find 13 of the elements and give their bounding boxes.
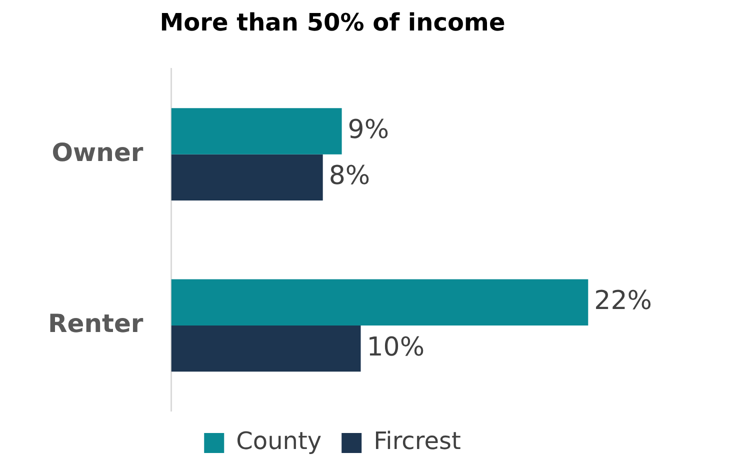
data-label: 22%	[594, 286, 652, 316]
data-label: 9%	[348, 115, 390, 145]
bar	[171, 325, 361, 372]
data-label: 10%	[366, 332, 425, 362]
bar	[171, 154, 323, 201]
bar	[171, 108, 342, 154]
y-tick-label: Owner	[52, 138, 144, 167]
legend-label: County	[236, 427, 322, 456]
chart-title: More than 50% of income	[160, 8, 506, 37]
legend-label: Fircrest	[374, 427, 461, 456]
y-tick-label: Renter	[48, 308, 144, 338]
bar	[171, 279, 588, 326]
data-label: 8%	[328, 161, 370, 192]
